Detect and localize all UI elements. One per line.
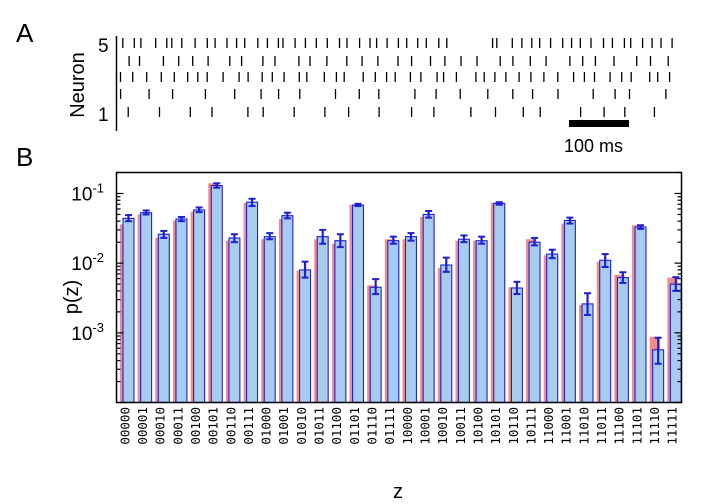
x-category-label: 00010	[153, 407, 168, 445]
x-category-label: 01001	[276, 407, 291, 445]
panel-b: B p(z) z 10-3 10-2 10-1 00000 00001 00010 000…	[16, 142, 683, 503]
x-category-label: 10110	[506, 407, 521, 445]
barchart-xlabel: z	[393, 481, 403, 503]
x-category-label: 10010	[435, 407, 450, 445]
x-category-label: 11000	[541, 407, 556, 445]
x-category-label: 01101	[347, 407, 362, 445]
x-category-label: 11111	[665, 407, 680, 445]
bar-data-11000	[546, 253, 559, 404]
bar-data-01101	[351, 204, 365, 404]
bar-data-11011	[599, 259, 612, 404]
bar-data-00011	[175, 218, 188, 404]
x-category-label: 10100	[471, 407, 486, 445]
bar-data-10011	[457, 238, 470, 404]
x-category-label: 00100	[188, 407, 203, 445]
x-category-label: 01011	[312, 407, 327, 445]
bar-data-10001	[422, 213, 435, 404]
x-category-label: 10101	[488, 407, 503, 445]
bar-data-01001	[281, 215, 294, 404]
barchart-ylabel: p(z)	[61, 280, 83, 314]
bar-data-01000	[263, 236, 276, 404]
x-category-labels: 00000 00001 00010 00011 00100 00101 00110 00111…	[117, 407, 679, 445]
y-tick-label: 10-3	[71, 320, 104, 345]
x-category-label: 00011	[170, 407, 185, 445]
raster-spikes	[119, 38, 673, 117]
bar-data-00000	[122, 217, 135, 404]
bar-data-10100	[475, 240, 488, 404]
y-ticks: 10-3 10-2 10-1	[71, 171, 682, 404]
bar-data-01100	[334, 240, 347, 404]
bar-data-11101	[634, 226, 647, 404]
bar-data-00110	[228, 237, 241, 404]
bar-data-01011	[316, 236, 329, 404]
scale-bar-label: 100 ms	[564, 136, 623, 156]
bar-data-10111	[528, 241, 541, 404]
bar-data-10000	[404, 236, 417, 404]
x-category-label: 01010	[294, 407, 309, 445]
x-category-label: 10011	[453, 407, 468, 445]
x-category-label: 00001	[135, 407, 150, 445]
bar-marks	[120, 182, 682, 404]
x-category-label: 11001	[559, 407, 574, 445]
bar-data-01111	[387, 240, 400, 404]
x-category-label: 01000	[259, 407, 274, 445]
x-category-label: 10001	[418, 407, 433, 445]
bar-data-01010	[299, 269, 312, 404]
y-tick-label: 10-2	[71, 250, 104, 275]
x-category-label: 11110	[647, 407, 662, 445]
x-category-label: 10000	[400, 407, 415, 445]
x-category-label: 01100	[329, 407, 344, 445]
bar-data-00111	[246, 201, 259, 404]
bar-data-00101	[210, 184, 223, 404]
bar-data-10101	[493, 202, 506, 404]
bar-data-00001	[140, 212, 153, 404]
x-category-label: 11011	[594, 407, 609, 445]
y-tick-label: 10-1	[71, 180, 104, 205]
plot-frame	[115, 171, 683, 404]
raster-ylabel: Neuron	[67, 52, 89, 118]
bar-data-01110	[369, 286, 382, 404]
bar-data-11100	[616, 277, 629, 404]
panel-b-letter: B	[16, 142, 33, 172]
scale-bar	[569, 120, 629, 127]
x-category-label: 11101	[629, 407, 644, 445]
panel-a: A Neuron 5 1 100 ms	[16, 18, 673, 156]
x-category-label: 01111	[382, 407, 397, 445]
raster-ytick-top: 5	[98, 36, 109, 57]
bar-data-10110	[510, 287, 523, 404]
x-category-label: 00101	[206, 407, 221, 445]
x-category-label: 00110	[223, 407, 238, 445]
x-category-label: 01110	[365, 407, 380, 445]
x-category-label: 00000	[117, 407, 132, 445]
bar-data-00100	[193, 209, 206, 404]
raster-ytick-bottom: 1	[98, 105, 109, 126]
x-category-label: 11100	[612, 407, 627, 445]
bar-data-11010	[581, 303, 594, 404]
bar-data-11001	[563, 219, 576, 404]
x-category-label: 00111	[241, 407, 256, 445]
x-category-label: 11010	[576, 407, 591, 445]
panel-a-letter: A	[16, 18, 34, 48]
x-category-label: 10111	[523, 407, 538, 445]
bar-data-10010	[440, 264, 453, 404]
bar-data-00010	[157, 233, 170, 404]
